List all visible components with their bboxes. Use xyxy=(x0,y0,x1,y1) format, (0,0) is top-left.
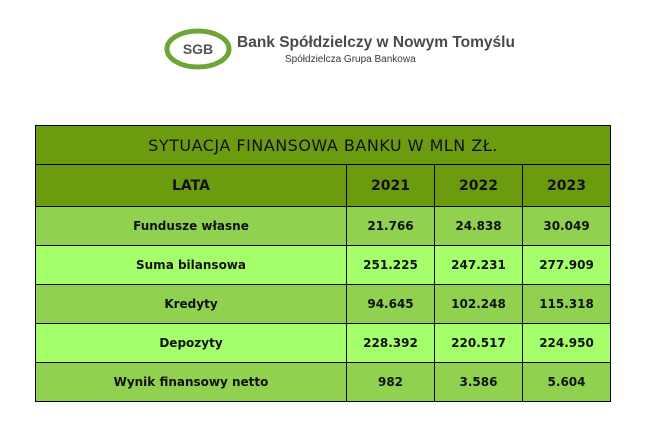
cell-value: 24.838 xyxy=(434,206,523,246)
cell-value: 982 xyxy=(346,362,435,402)
table-row: Fundusze własne 21.766 24.838 30.049 xyxy=(35,206,612,246)
cell-value: 21.766 xyxy=(346,206,435,246)
bank-subtitle: Spółdzielcza Grupa Bankowa xyxy=(285,54,416,65)
bank-name: Bank Spółdzielczy w Nowym Tomyślu xyxy=(237,34,515,51)
table-header-row: LATA 2021 2022 2023 xyxy=(35,164,612,207)
header-year-2021: 2021 xyxy=(346,164,435,207)
header-year-2022: 2022 xyxy=(434,164,523,207)
logo-mark-text: SGB xyxy=(183,41,213,57)
cell-value: 3.586 xyxy=(434,362,523,402)
cell-value: 251.225 xyxy=(346,245,435,285)
cell-value: 5.604 xyxy=(521,362,612,402)
cell-value: 224.950 xyxy=(521,323,612,363)
cell-value: 277.909 xyxy=(521,245,612,285)
financial-table: SYTUACJA FINANSOWA BANKU W MLN ZŁ. LATA … xyxy=(34,125,612,402)
cell-value: 30.049 xyxy=(521,206,612,246)
row-label: Depozyty xyxy=(35,323,347,363)
header-year-2023: 2023 xyxy=(521,164,612,207)
table-row: Suma bilansowa 251.225 247.231 277.909 xyxy=(35,245,612,285)
table-title: SYTUACJA FINANSOWA BANKU W MLN ZŁ. xyxy=(34,125,612,165)
sgb-logo-icon: SGB xyxy=(164,28,232,70)
cell-value: 247.231 xyxy=(434,245,523,285)
table-row: Depozyty 228.392 220.517 224.950 xyxy=(35,323,612,363)
cell-value: 228.392 xyxy=(346,323,435,363)
table-row: Wynik finansowy netto 982 3.586 5.604 xyxy=(35,362,612,402)
row-label: Wynik finansowy netto xyxy=(35,362,347,402)
cell-value: 220.517 xyxy=(434,323,523,363)
cell-value: 94.645 xyxy=(346,284,435,324)
cell-value: 102.248 xyxy=(434,284,523,324)
table-title-row: SYTUACJA FINANSOWA BANKU W MLN ZŁ. xyxy=(34,125,612,165)
table-row: Kredyty 94.645 102.248 115.318 xyxy=(35,284,612,324)
bank-header: SGB Bank Spółdzielczy w Nowym Tomyślu Sp… xyxy=(163,24,515,72)
row-label: Fundusze własne xyxy=(35,206,347,246)
cell-value: 115.318 xyxy=(521,284,612,324)
header-lata: LATA xyxy=(35,164,347,207)
row-label: Suma bilansowa xyxy=(35,245,347,285)
row-label: Kredyty xyxy=(35,284,347,324)
